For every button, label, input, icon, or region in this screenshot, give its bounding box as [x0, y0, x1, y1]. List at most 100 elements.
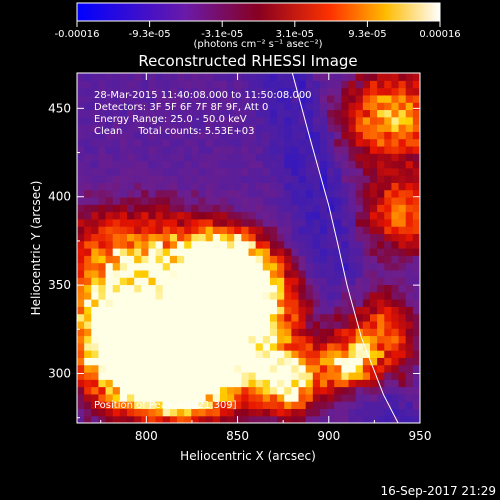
heatmap-cell: [248, 291, 257, 300]
heatmap-cell: [291, 226, 300, 235]
heatmap-cell: [284, 226, 292, 235]
heatmap-cell: [234, 80, 242, 89]
heatmap-cell: [91, 167, 100, 176]
heatmap-cell: [284, 269, 292, 278]
heatmap-cell: [191, 364, 200, 373]
heatmap-cell: [348, 94, 357, 103]
heatmap-cell: [312, 262, 321, 271]
heatmap-cell: [262, 350, 271, 358]
heatmap-cell: [91, 138, 100, 147]
heatmap-cell: [177, 204, 185, 213]
heatmap-cell: [219, 277, 228, 286]
heatmap-cell: [341, 189, 350, 198]
heatmap-cell: [112, 124, 121, 132]
heatmap-cell: [255, 357, 264, 366]
heatmap-cell: [105, 73, 114, 81]
heatmap-cell: [355, 167, 364, 176]
heatmap-cell: [369, 262, 378, 271]
heatmap-cell: [219, 335, 228, 344]
heatmap-cell: [141, 182, 150, 191]
heatmap-cell: [269, 145, 278, 154]
heatmap-cell: [127, 102, 135, 111]
heatmap-cell: [169, 211, 178, 220]
heatmap-cell: [98, 408, 107, 417]
heatmap-cell: [269, 342, 278, 351]
heatmap-cell: [412, 415, 420, 423]
heatmap-cell: [369, 182, 378, 191]
heatmap-cell: [127, 262, 135, 271]
annotation-time-range: 28-Mar-2015 11:40:08.000 to 11:50:08.000: [94, 90, 312, 101]
heatmap-cell: [362, 73, 371, 81]
heatmap-cell: [148, 364, 157, 373]
heatmap-cell: [105, 80, 114, 89]
heatmap-cell: [184, 335, 192, 344]
heatmap-cell: [355, 204, 364, 213]
heatmap-cell: [219, 124, 228, 132]
heatmap-cell: [391, 102, 400, 111]
heatmap-cell: [227, 248, 235, 256]
heatmap-cell: [91, 109, 100, 118]
heatmap-cell: [148, 342, 157, 351]
heatmap-cell: [119, 291, 128, 300]
heatmap-cell: [255, 189, 264, 198]
heatmap-cell: [84, 167, 92, 176]
heatmap-cell: [319, 364, 328, 373]
heatmap-cell: [348, 335, 357, 344]
heatmap-cell: [112, 196, 121, 205]
heatmap-cell: [105, 124, 114, 132]
heatmap-cell: [405, 401, 414, 410]
heatmap-cell: [184, 248, 192, 256]
heatmap-cell: [262, 94, 271, 103]
heatmap-cell: [77, 153, 85, 162]
heatmap-cell: [127, 131, 135, 140]
heatmap-cell: [269, 182, 278, 191]
heatmap-cell: [248, 109, 257, 118]
heatmap-cell: [234, 175, 242, 183]
heatmap-cell: [298, 255, 307, 264]
heatmap-cell: [284, 357, 292, 366]
heatmap-cell: [205, 109, 214, 118]
heatmap-cell: [255, 102, 264, 111]
heatmap-cell: [105, 255, 114, 264]
heatmap-cell: [384, 73, 393, 81]
heatmap-cell: [248, 277, 257, 286]
heatmap-cell: [291, 116, 300, 125]
heatmap-cell: [184, 350, 192, 358]
heatmap-cell: [219, 306, 228, 315]
heatmap-cell: [234, 364, 242, 373]
heatmap-cell: [312, 306, 321, 315]
heatmap-cell: [248, 189, 257, 198]
heatmap-cell: [277, 233, 285, 242]
heatmap-cell: [319, 102, 328, 111]
heatmap-cell: [391, 357, 400, 366]
heatmap-cell: [398, 233, 407, 242]
heatmap-cell: [234, 131, 242, 140]
heatmap-cell: [262, 291, 271, 300]
heatmap-cell: [305, 299, 314, 307]
heatmap-cell: [305, 335, 314, 344]
heatmap-cell: [391, 379, 400, 388]
heatmap-cell: [234, 160, 242, 169]
heatmap-cell: [355, 196, 364, 205]
heatmap-cell: [141, 284, 150, 293]
heatmap-cell: [105, 364, 114, 373]
heatmap-cell: [377, 364, 385, 373]
heatmap-cell: [248, 94, 257, 103]
heatmap-cell: [262, 379, 271, 388]
heatmap-cell: [377, 306, 385, 315]
heatmap-cell: [405, 211, 414, 220]
heatmap-cell: [77, 328, 85, 337]
heatmap-cell: [148, 226, 157, 235]
heatmap-cell: [227, 284, 235, 293]
heatmap-cell: [98, 262, 107, 271]
heatmap-cell: [169, 175, 178, 183]
heatmap-cell: [291, 109, 300, 118]
heatmap-cell: [312, 189, 321, 198]
heatmap-cell: [334, 211, 342, 220]
heatmap-cell: [298, 204, 307, 213]
heatmap-cell: [191, 204, 200, 213]
heatmap-cell: [155, 124, 164, 132]
heatmap-cell: [177, 401, 185, 410]
heatmap-cell: [412, 248, 420, 256]
heatmap-cell: [327, 145, 335, 154]
